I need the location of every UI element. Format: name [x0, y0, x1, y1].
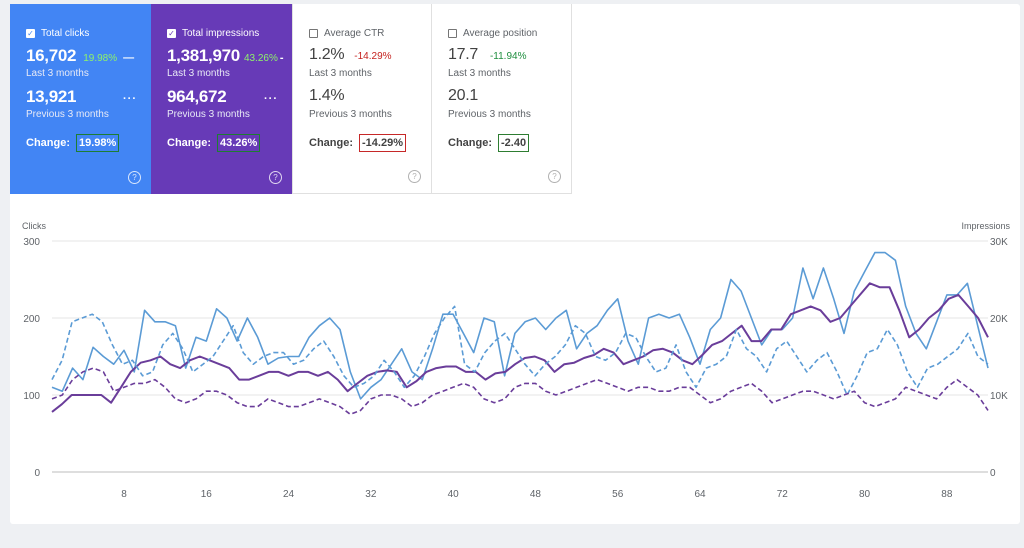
right-axis-title: Impressions: [961, 221, 1010, 231]
left-tick-label: 300: [23, 237, 40, 248]
help-icon[interactable]: ?: [548, 170, 561, 183]
metric-title: Average CTR: [324, 27, 385, 39]
left-tick-label: 0: [34, 468, 40, 479]
x-tick-label: 16: [201, 489, 213, 500]
help-icon[interactable]: ?: [408, 170, 421, 183]
change-value-box: 19.98%: [76, 134, 120, 152]
change-value-box: -14.29%: [359, 134, 406, 152]
change-label: Change:: [309, 137, 353, 149]
metric-title: Total clicks: [41, 27, 90, 39]
x-tick-label: 80: [859, 489, 871, 500]
series-legend-dashed-icon: ···: [123, 93, 137, 105]
metric-value: 1.2%: [309, 46, 345, 63]
metric-previous-period-label: Previous 3 months: [448, 109, 531, 120]
right-tick-label: 20K: [990, 314, 1008, 325]
help-icon[interactable]: ?: [269, 171, 282, 184]
change-label: Change:: [26, 137, 70, 149]
metric-previous-value: 13,921: [26, 87, 77, 106]
metric-period-label: Last 3 months: [448, 68, 511, 79]
right-tick-label: 0: [990, 468, 996, 479]
metric-value: 1,381,970: [167, 46, 240, 65]
series-legend-dashed-icon: ···: [264, 93, 278, 105]
performance-panel: ✓ Total clicks 16,702 19.98% — Last 3 mo…: [10, 4, 1020, 524]
x-tick-label: 56: [612, 489, 624, 500]
metric-title-row: ✓ Total clicks: [26, 26, 151, 40]
x-tick-label: 24: [283, 489, 295, 500]
metric-card-average-position[interactable]: Average position 17.7 -11.94% Last 3 mon…: [432, 4, 572, 194]
metric-previous-period-label: Previous 3 months: [26, 109, 109, 120]
metric-change-percent: 43.26%: [243, 53, 278, 64]
metric-previous-period-label: Previous 3 months: [167, 109, 250, 120]
x-tick-label: 88: [941, 489, 953, 500]
metric-card-total-clicks[interactable]: ✓ Total clicks 16,702 19.98% — Last 3 mo…: [10, 4, 151, 194]
left-tick-label: 200: [23, 314, 40, 325]
series-legend-solid-icon: -: [279, 52, 284, 64]
performance-chart[interactable]: Clicks Impressions 0 100 200 300 0 10K 20K 30K 8…: [10, 214, 1020, 514]
x-tick-label: 40: [448, 489, 460, 500]
x-tick-label: 48: [530, 489, 542, 500]
x-tick-label: 72: [777, 489, 789, 500]
metric-change-percent: 19.98%: [83, 53, 118, 64]
checkbox-unchecked-icon[interactable]: [309, 28, 318, 38]
x-tick-label: 8: [121, 489, 127, 500]
checkbox-checked-icon[interactable]: ✓: [26, 28, 35, 38]
series-legend-solid-icon: —: [123, 52, 135, 64]
metric-previous-value: 964,672: [167, 87, 227, 106]
metric-value: 16,702: [26, 46, 77, 65]
checkbox-checked-icon[interactable]: ✓: [167, 28, 176, 38]
metric-previous-value: 1.4%: [309, 87, 345, 104]
left-tick-label: 100: [23, 391, 40, 402]
metric-change-percent: -14.29%: [354, 51, 392, 62]
checkbox-unchecked-icon[interactable]: [448, 28, 457, 38]
x-tick-label: 64: [694, 489, 706, 500]
left-axis-title: Clicks: [22, 221, 46, 231]
change-value-box: 43.26%: [217, 134, 261, 152]
series-line-3: [51, 305, 989, 396]
metric-period-label: Last 3 months: [309, 68, 372, 79]
metric-change-percent: -11.94%: [489, 51, 527, 62]
metric-card-average-ctr[interactable]: Average CTR 1.2% -14.29% Last 3 months 1…: [292, 4, 432, 194]
change-label: Change:: [448, 137, 492, 149]
metric-value: 17.7: [448, 46, 478, 63]
metric-period-label: Last 3 months: [26, 68, 89, 79]
metric-previous-value: 20.1: [448, 87, 478, 104]
change-label: Change:: [167, 137, 211, 149]
metric-title: Total impressions: [182, 27, 260, 39]
help-icon[interactable]: ?: [128, 171, 141, 184]
metric-title: Average position: [463, 27, 538, 39]
metric-previous-period-label: Previous 3 months: [309, 109, 392, 120]
change-value-box: -2.40: [498, 134, 530, 152]
series-line-1: [51, 251, 989, 400]
x-tick-label: 32: [365, 489, 377, 500]
right-tick-label: 30K: [990, 237, 1008, 248]
metric-period-label: Last 3 months: [167, 68, 230, 79]
metric-card-total-impressions[interactable]: ✓ Total impressions 1,381,970 43.26% - L…: [151, 4, 292, 194]
series-line-4: [51, 367, 989, 416]
right-tick-label: 10K: [990, 391, 1008, 402]
